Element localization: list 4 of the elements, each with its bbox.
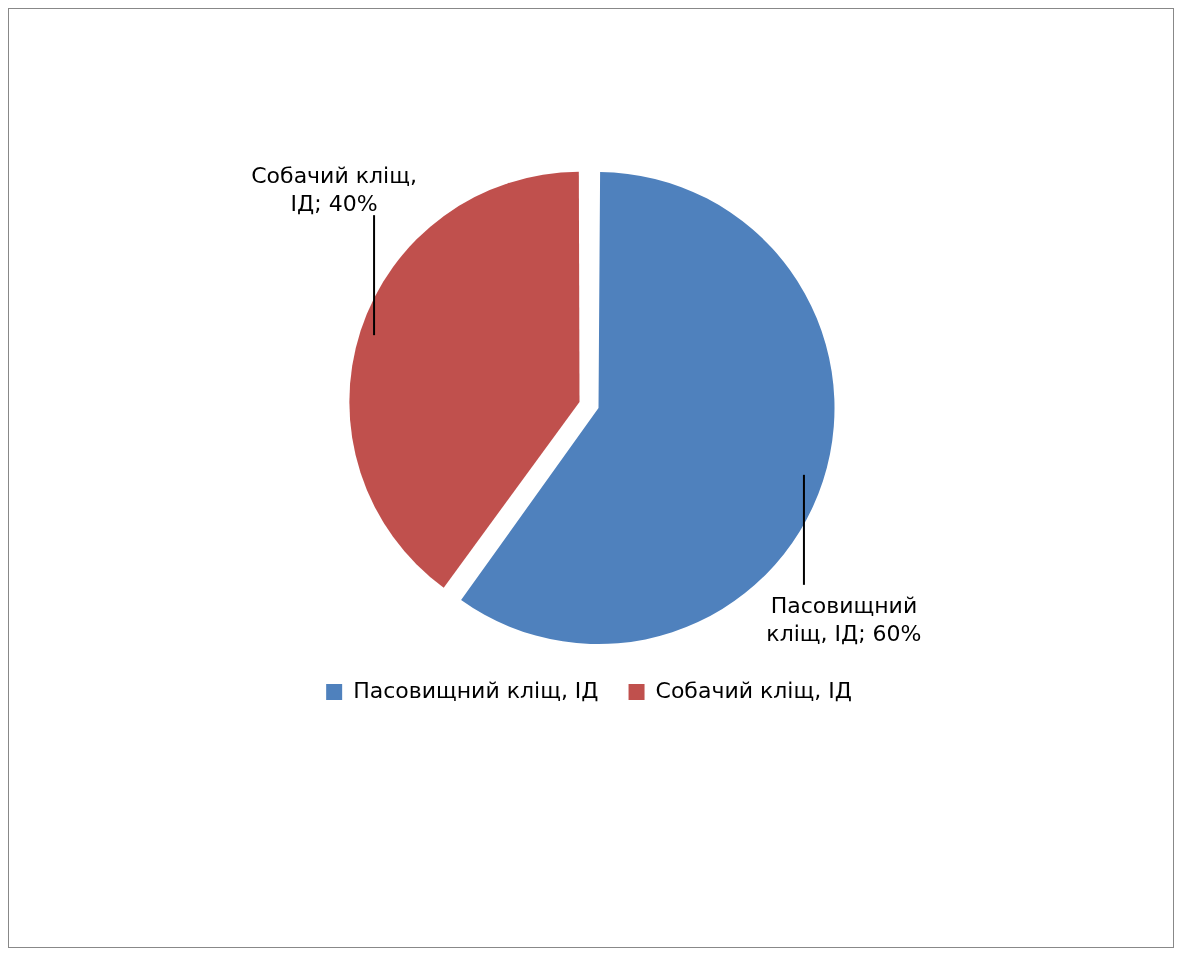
data-label: Собачий кліщ, ІД; 40% bbox=[251, 162, 417, 216]
legend-label: Пасовищний кліщ, ІД bbox=[353, 677, 599, 703]
data-label: Пасовищний кліщ, ІД; 60% bbox=[766, 592, 922, 646]
legend-label: Собачий кліщ, ІД bbox=[655, 677, 852, 703]
